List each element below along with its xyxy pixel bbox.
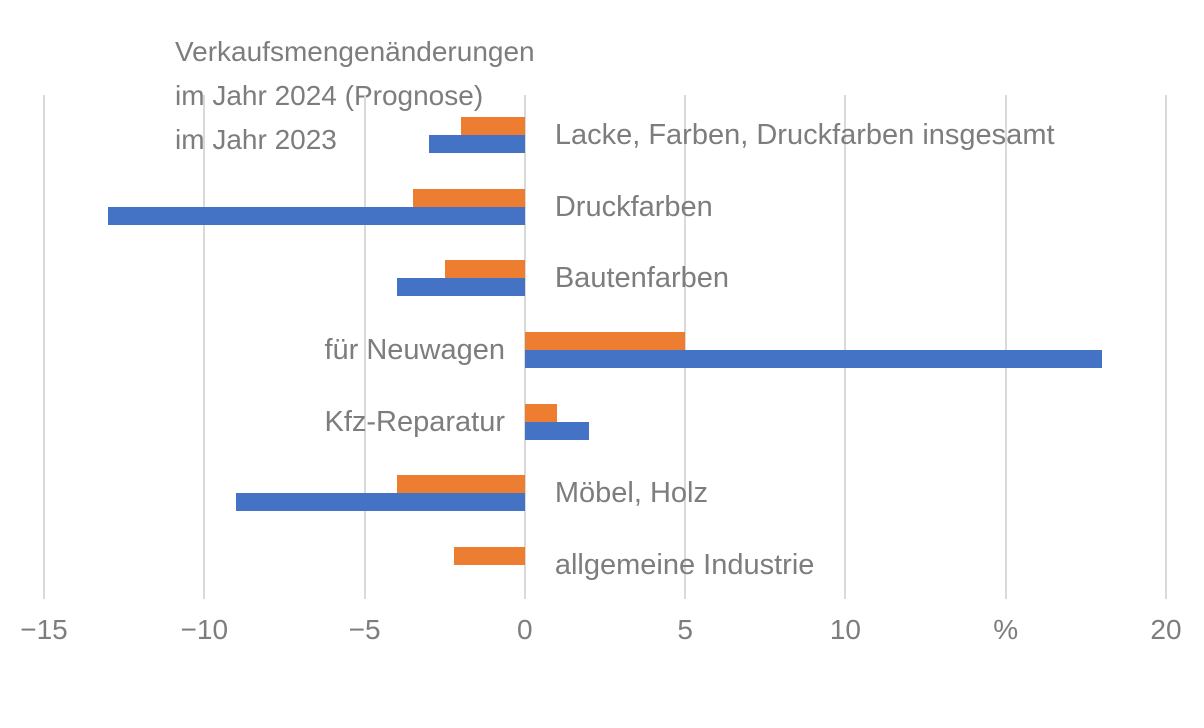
gridline-5 <box>684 95 687 599</box>
axis-tick-label--10: −10 <box>180 614 229 645</box>
category-label-row6: allgemeine Industrie <box>554 549 815 582</box>
axis-tick-label--5: −5 <box>348 614 381 645</box>
bar-2023-row0 <box>428 135 525 153</box>
axis-tick-label--15: −15 <box>20 614 68 645</box>
gridline-10 <box>844 95 847 599</box>
category-label-row0: Lacke, Farben, Druckfarben insgesamt <box>554 119 1055 151</box>
bar-2024-row0 <box>460 117 525 135</box>
gridline-20 <box>1165 95 1167 599</box>
axis-tick-label-15: % <box>993 614 1019 645</box>
axis-tick-label-0: 0 <box>517 614 533 645</box>
bar-2023-row1 <box>108 206 525 225</box>
bar-2023-row2 <box>396 278 525 297</box>
category-label-row5: Möbel, Holz <box>554 477 708 510</box>
gridline--5 <box>363 95 366 599</box>
bar-2024-row6 <box>454 547 525 566</box>
bar-2023-row4 <box>524 421 589 440</box>
bar-2023-row5 <box>236 493 525 512</box>
chart-title-block: Verkaufsmengenänderungen im Jahr 2024 (P… <box>175 30 535 162</box>
legend-entry-2023: im Jahr 2023 <box>175 124 337 155</box>
axis-tick-label-5: 5 <box>677 614 693 645</box>
bar-2024-row2 <box>444 260 525 279</box>
legend-entry-2024: im Jahr 2024 (Prognose) <box>175 80 484 111</box>
bar-2024-row1 <box>412 188 525 207</box>
category-label-row3: für Neuwagen <box>324 334 505 366</box>
axis-tick-label-20: 20 <box>1150 614 1182 645</box>
chart-title: Verkaufsmengenänderungen <box>175 36 535 67</box>
bar-2024-row4 <box>524 403 557 422</box>
bar-2024-row5 <box>396 475 525 494</box>
gridline--10 <box>203 95 206 599</box>
category-label-row1: Druckfarben <box>554 190 713 223</box>
category-label-row2: Bautenfarben <box>554 262 729 295</box>
bar-2023-row3 <box>524 350 1102 368</box>
bar-2024-row3 <box>524 332 686 350</box>
gridline-15 <box>1004 95 1007 599</box>
gridline--15 <box>43 95 45 599</box>
category-label-row4: Kfz-Reparatur <box>324 405 505 438</box>
axis-tick-label-10: 10 <box>829 614 861 645</box>
